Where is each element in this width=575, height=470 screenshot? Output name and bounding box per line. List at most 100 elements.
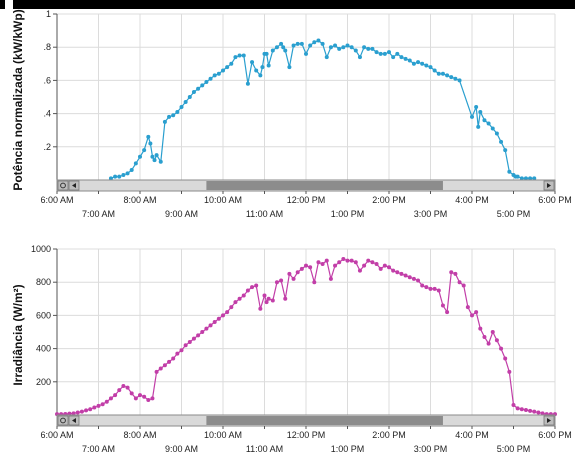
data-point [254,283,259,288]
data-point [241,53,246,58]
data-point [287,65,292,70]
data-point [113,174,118,179]
data-point [171,113,176,118]
data-point [453,271,458,276]
x-tick-label: 8:00 AM [123,195,156,205]
scrollbar-home-button[interactable] [57,180,69,191]
data-point [92,405,97,410]
data-point [117,174,122,179]
scrollbar-home-button[interactable] [57,415,69,426]
data-point [507,169,512,174]
data-point [216,71,221,76]
data-point [179,348,184,353]
data-point [465,305,470,310]
x-tick-label: 4:00 PM [455,195,489,205]
data-point [204,80,209,85]
y-tick-label: 1 [46,9,51,19]
data-point [121,383,126,388]
data-point [440,303,445,308]
data-point [229,305,234,310]
data-point [262,293,267,298]
data-point [333,263,338,268]
data-point [403,56,408,61]
data-point [424,285,429,290]
data-point [152,158,157,163]
arrow-left-icon [72,183,76,188]
data-point [416,60,421,65]
data-point [167,114,172,119]
data-point [264,51,269,56]
y-tick-label: 600 [36,310,51,320]
data-point [337,260,342,265]
data-point [341,256,346,261]
y-tick-label: 800 [36,277,51,287]
x-tick-label: 7:00 AM [82,444,115,454]
data-point [382,51,387,56]
data-point [445,310,450,315]
series-line [110,39,535,179]
data-point [420,61,425,66]
data-point [138,154,142,159]
data-point [470,114,474,119]
data-point [250,285,255,290]
data-point [457,280,462,285]
data-point [258,306,263,311]
y-axis-ticks: 1000 800 600 400 200 [31,244,57,387]
data-point [129,391,134,396]
data-point [320,41,325,46]
data-point [233,55,238,60]
data-point [299,41,304,46]
data-point [382,263,387,268]
x-tick-label: 6:00 AM [40,430,73,440]
data-point [167,359,172,364]
data-point [503,148,508,153]
data-point [171,356,176,361]
data-point [328,45,333,50]
data-point [245,288,250,293]
data-point [281,45,286,50]
time-scrollbar[interactable] [56,179,556,192]
x-axis-ticks: 6:00 AM 8:00 AM 10:00 AM 12:00 PM 2:00 PM 4:0… [40,426,572,454]
data-point [486,121,491,126]
data-point [353,260,358,265]
data-point [212,320,217,325]
data-point [523,408,528,413]
data-point [349,45,354,50]
data-point [470,313,474,318]
x-tick-label: 3:00 PM [414,444,448,454]
data-point [320,261,325,266]
data-point [362,45,367,50]
data-point [266,63,271,68]
scrollbar-thumb[interactable] [206,416,443,425]
data-point [345,258,350,263]
data-point [245,81,250,86]
data-point [457,78,462,83]
data-point [221,68,225,73]
data-point [478,109,483,114]
data-point [407,58,412,63]
arrow-right-icon [547,418,551,423]
data-point [225,310,230,315]
time-scrollbar[interactable] [56,414,556,427]
x-tick-label: 9:00 AM [165,444,198,454]
scrollbar-thumb[interactable] [206,181,443,190]
data-point [183,343,188,348]
grid-lines [56,248,556,415]
data-point [150,396,155,401]
data-point [241,293,246,298]
data-point [499,346,504,351]
x-tick-label: 8:00 AM [123,430,156,440]
data-point [486,341,491,346]
data-point [349,258,354,263]
data-point [270,48,275,53]
data-point [150,154,155,159]
x-tick-label: 1:00 PM [331,209,365,219]
data-point [237,296,242,301]
data-point [221,313,225,318]
x-tick-label: 3:00 PM [414,209,448,219]
data-point [212,73,217,78]
data-point [461,283,466,288]
data-point [523,176,528,181]
data-point [158,366,163,371]
data-point [316,38,321,43]
